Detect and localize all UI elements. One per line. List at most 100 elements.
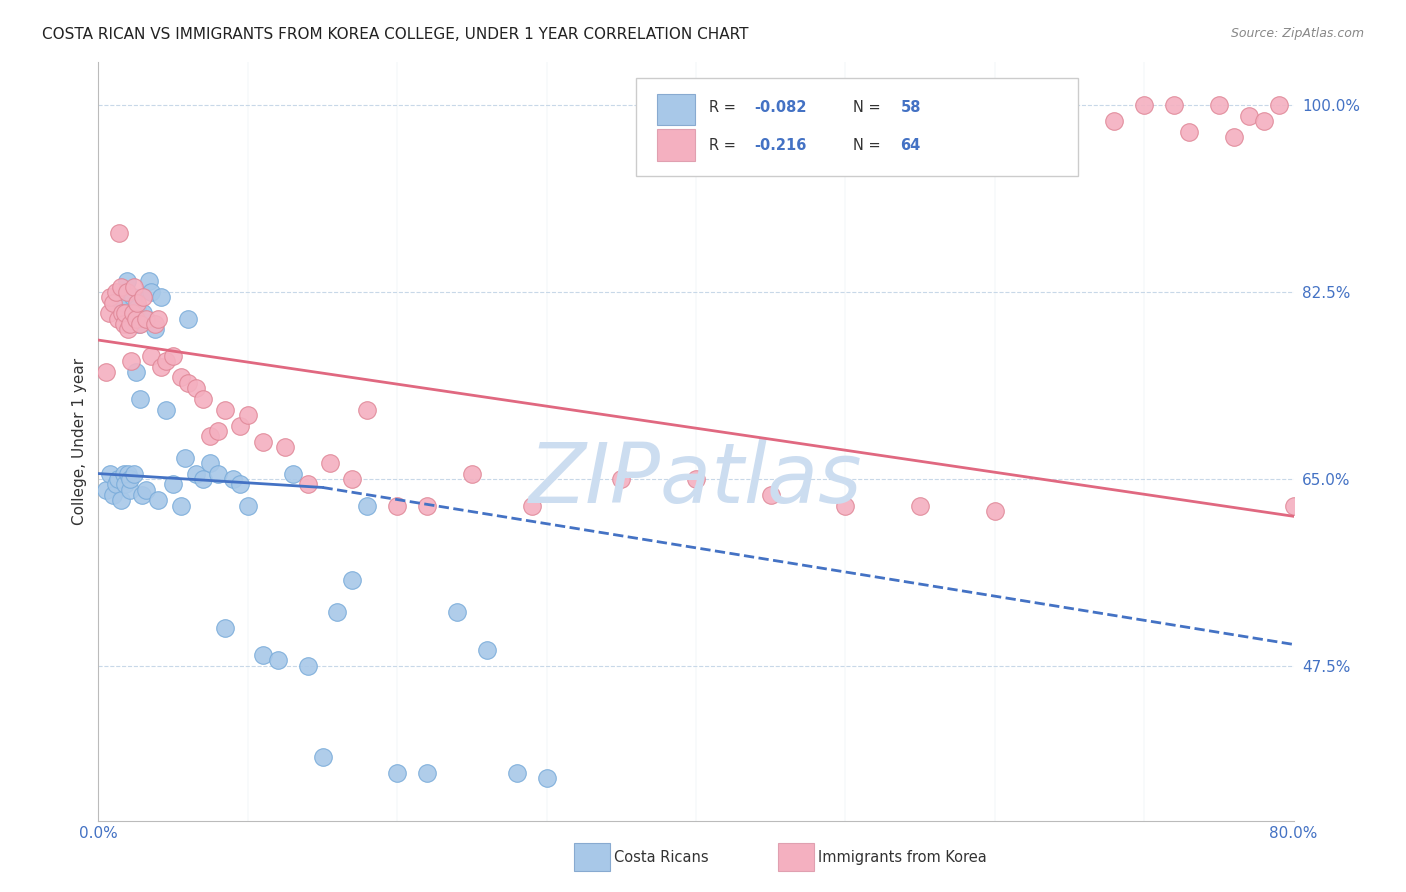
- Point: [461, 467, 484, 481]
- Point: [1133, 98, 1156, 112]
- Point: [162, 349, 184, 363]
- Point: [200, 456, 222, 470]
- Text: 64: 64: [900, 137, 921, 153]
- Point: [110, 493, 132, 508]
- Point: [229, 477, 252, 491]
- Point: [98, 290, 122, 304]
- Point: [1208, 98, 1230, 112]
- Point: [120, 311, 142, 326]
- Point: [274, 440, 297, 454]
- Y-axis label: College, Under 1 year: College, Under 1 year: [72, 358, 87, 525]
- Point: [128, 317, 150, 331]
- Point: [311, 749, 333, 764]
- Point: [1178, 125, 1201, 139]
- Point: [222, 472, 245, 486]
- Point: [685, 472, 707, 486]
- Point: [111, 306, 134, 320]
- Point: [112, 467, 135, 481]
- Point: [326, 606, 349, 620]
- Point: [132, 290, 155, 304]
- Point: [121, 290, 143, 304]
- Point: [129, 317, 152, 331]
- Point: [117, 322, 139, 336]
- Point: [475, 642, 498, 657]
- Point: [236, 499, 259, 513]
- Point: [1267, 98, 1289, 112]
- Point: [135, 483, 157, 497]
- Text: R =: R =: [709, 137, 741, 153]
- Point: [162, 477, 184, 491]
- Point: [1282, 499, 1305, 513]
- Point: [416, 765, 439, 780]
- Point: [214, 402, 236, 417]
- Point: [114, 477, 136, 491]
- Point: [297, 477, 319, 491]
- Point: [177, 376, 200, 390]
- Point: [177, 311, 200, 326]
- Point: [506, 765, 529, 780]
- Point: [98, 467, 122, 481]
- FancyBboxPatch shape: [637, 78, 1078, 177]
- Point: [110, 295, 132, 310]
- Point: [115, 274, 138, 288]
- Point: [834, 499, 856, 513]
- Point: [118, 317, 141, 331]
- Text: Costa Ricans: Costa Ricans: [614, 850, 709, 864]
- FancyBboxPatch shape: [657, 129, 695, 161]
- Point: [103, 488, 125, 502]
- Point: [1253, 114, 1275, 128]
- Point: [1059, 125, 1081, 139]
- Point: [118, 483, 141, 497]
- Point: [111, 306, 134, 320]
- Point: [105, 477, 128, 491]
- Point: [174, 450, 197, 465]
- Point: [148, 493, 170, 508]
- Text: ZIPatlas: ZIPatlas: [529, 439, 863, 520]
- Point: [117, 317, 139, 331]
- Point: [984, 504, 1007, 518]
- Point: [108, 290, 131, 304]
- Point: [125, 365, 148, 379]
- Point: [121, 306, 143, 320]
- Point: [191, 392, 214, 406]
- Point: [131, 488, 153, 502]
- Point: [138, 274, 160, 288]
- Point: [281, 467, 304, 481]
- Point: [124, 467, 146, 481]
- Point: [118, 472, 141, 486]
- Point: [94, 365, 117, 379]
- Point: [610, 472, 633, 486]
- Point: [139, 349, 162, 363]
- FancyBboxPatch shape: [657, 94, 695, 126]
- Point: [207, 467, 229, 481]
- Point: [342, 472, 364, 486]
- Point: [319, 456, 342, 470]
- Point: [150, 359, 173, 374]
- Point: [135, 311, 157, 326]
- Point: [536, 771, 558, 785]
- Point: [267, 653, 290, 667]
- Point: [252, 434, 274, 449]
- Text: 58: 58: [900, 100, 921, 115]
- Point: [356, 402, 378, 417]
- Point: [236, 408, 259, 422]
- Point: [132, 306, 155, 320]
- Point: [759, 488, 782, 502]
- Text: R =: R =: [709, 100, 741, 115]
- Point: [143, 317, 166, 331]
- Point: [1163, 98, 1185, 112]
- Point: [908, 499, 931, 513]
- Point: [105, 285, 128, 299]
- Point: [94, 483, 117, 497]
- Point: [124, 279, 146, 293]
- Point: [184, 381, 207, 395]
- Point: [169, 370, 191, 384]
- Point: [169, 499, 191, 513]
- Point: [127, 301, 149, 315]
- Point: [207, 424, 229, 438]
- Point: [112, 317, 135, 331]
- Point: [127, 295, 149, 310]
- Point: [148, 311, 170, 326]
- Point: [297, 658, 319, 673]
- Point: [200, 429, 222, 443]
